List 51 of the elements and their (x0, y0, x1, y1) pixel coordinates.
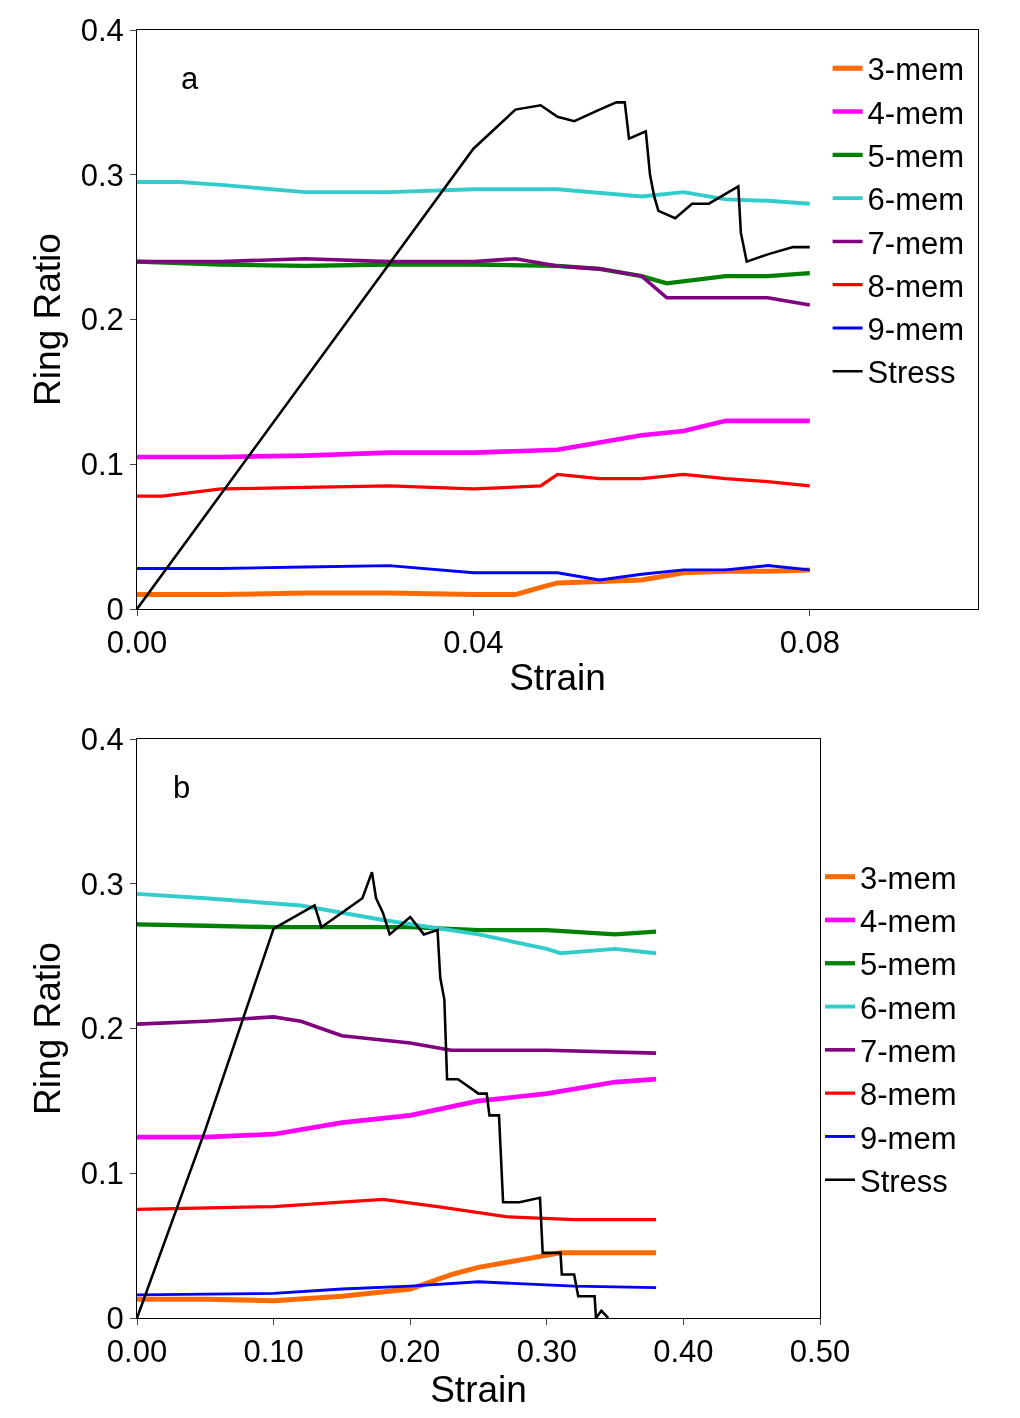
annotation: b (173, 770, 191, 805)
x-tick-label: 0.00 (106, 625, 168, 661)
legend-label: 5-mem (867, 138, 965, 174)
x-tick-label: 0.20 (380, 1334, 441, 1370)
line-series (137, 564, 812, 582)
y-tick-label: 0.4 (80, 721, 124, 757)
legend-label: 4-mem (867, 95, 965, 131)
legend-label: 7-mem (860, 1033, 957, 1069)
y-axis-title: Ring Ratio (27, 942, 69, 1115)
x-tick-label: 0.30 (516, 1334, 577, 1370)
y-tick-label: 0.3 (80, 866, 124, 902)
legend-label: 6-mem (860, 990, 957, 1026)
line-series (137, 1197, 658, 1222)
y-tick-label: 0.4 (80, 12, 124, 48)
x-tick-label: 0.10 (243, 1334, 304, 1370)
y-axis-title: Ring Ratio (27, 233, 69, 406)
y-tick-label: 0.1 (80, 1156, 124, 1192)
legend-label: Stress (860, 1163, 948, 1199)
line-series (137, 418, 813, 460)
legend-label: Stress (867, 355, 956, 391)
x-tick-label: 0.40 (653, 1334, 714, 1370)
y-tick-label: 0.2 (80, 302, 124, 338)
line-series (137, 891, 659, 956)
x-axis-title: Strain (430, 1369, 527, 1411)
x-tick-label: 0.04 (443, 625, 504, 661)
line-series (137, 472, 812, 498)
y-tick-label: 0.3 (80, 157, 124, 193)
legend-label: 6-mem (867, 182, 965, 218)
line-series (137, 1076, 659, 1140)
line-series (137, 256, 812, 307)
x-tick-label: 0.08 (779, 625, 840, 661)
legend-label: 3-mem (860, 860, 957, 896)
legend-label: 9-mem (867, 312, 965, 348)
legend-label: 8-mem (860, 1077, 957, 1113)
x-axis-title: Strain (509, 656, 606, 698)
legend-label: 7-mem (867, 225, 965, 261)
x-tick-label: 0.50 (789, 1334, 851, 1370)
y-tick-label: 0 (106, 1300, 124, 1336)
x-tick-label: 0.00 (106, 1334, 168, 1370)
annotation: a (181, 61, 199, 96)
legend-label: 9-mem (860, 1120, 957, 1156)
legend-label: 4-mem (860, 904, 957, 940)
y-tick-label: 0 (106, 591, 124, 627)
y-tick-label: 0.1 (80, 447, 124, 483)
legend-label: 8-mem (867, 268, 965, 304)
legend-label: 3-mem (867, 52, 965, 88)
legend-label: 5-mem (860, 947, 957, 983)
line-series (137, 1280, 658, 1297)
line-series (137, 180, 812, 206)
y-tick-label: 0.2 (80, 1011, 124, 1047)
line-series (137, 1015, 658, 1055)
